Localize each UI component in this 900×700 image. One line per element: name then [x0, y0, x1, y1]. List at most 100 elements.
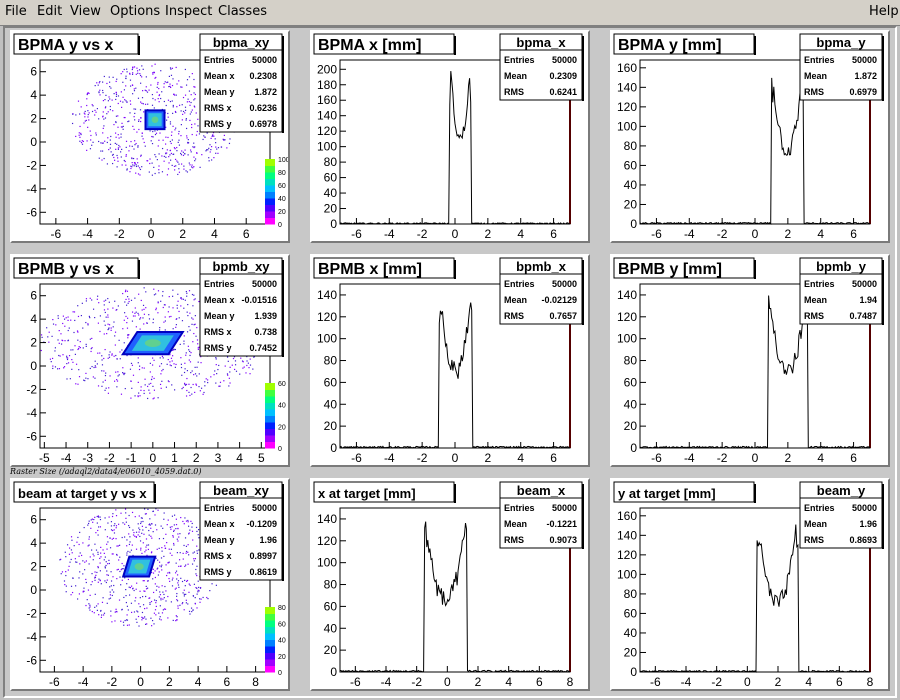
scatter-point	[142, 317, 144, 319]
scatter-point	[217, 152, 219, 154]
scatter-point	[133, 108, 135, 110]
menu-view[interactable]: View	[70, 4, 101, 19]
scatter-point	[247, 362, 249, 364]
palette-segment	[265, 211, 275, 218]
scatter-point	[196, 375, 198, 377]
scatter-point	[157, 567, 159, 569]
stats-value: 0.8619	[249, 567, 277, 577]
scatter-point	[84, 110, 86, 113]
menu-help[interactable]: Help	[869, 4, 899, 19]
scatter-point	[94, 577, 96, 579]
scatter-point	[194, 123, 196, 125]
scatter-point	[184, 565, 186, 568]
scatter-point	[189, 529, 191, 531]
scatter-point	[40, 349, 42, 352]
pad-beam-x[interactable]: -6 -4 -2 0 2 4 6 8 140 120 100 80 60 40 20 0 x at target…	[310, 478, 590, 691]
scatter-point	[194, 391, 196, 393]
scatter-point	[189, 329, 191, 331]
y-tick-label: -6	[26, 653, 37, 667]
scatter-point	[127, 296, 129, 298]
pad-beam-xy[interactable]: -6 -4 -2 0 2 4 6 8 6 4 2 0 -2 -4 -6 80 60 40 20 0 beam at ta…	[10, 478, 290, 691]
scatter-point	[97, 385, 100, 387]
x-tick-label: 4	[817, 227, 824, 241]
scatter-point	[181, 603, 183, 605]
scatter-point	[106, 141, 108, 144]
scatter-point	[162, 591, 164, 593]
scatter-point	[149, 130, 151, 132]
scatter-point	[85, 345, 87, 347]
scatter-point	[143, 308, 145, 310]
scatter-point	[176, 592, 178, 595]
scatter-point	[137, 395, 139, 398]
scatter-point	[94, 593, 96, 595]
x-tick-label: 6	[536, 675, 543, 689]
scatter-point	[141, 611, 144, 614]
scatter-point	[148, 171, 150, 173]
scatter-point	[143, 141, 145, 144]
scatter-point	[154, 77, 156, 79]
menu-file[interactable]: File	[5, 4, 27, 19]
scatter-point	[74, 319, 76, 322]
scatter-point	[189, 312, 191, 314]
scatter-point	[191, 133, 193, 136]
pad-bpmb-x[interactable]: -6 -4 -2 0 2 4 6 140 120 100 80 60 40 20 0 BPMB x [mm] b…	[310, 254, 590, 467]
scatter-point	[194, 86, 196, 88]
scatter-point	[61, 571, 64, 573]
pad-title-text: x at target [mm]	[318, 486, 416, 501]
scatter-point	[95, 134, 97, 136]
scatter-point	[184, 585, 186, 587]
scatter-point	[171, 526, 173, 528]
scatter-point	[183, 371, 186, 374]
scatter-point	[152, 578, 154, 580]
scatter-point	[115, 509, 117, 511]
scatter-point	[215, 152, 217, 154]
scatter-point	[144, 607, 146, 610]
stats-label: Mean	[804, 295, 827, 305]
scatter-point	[77, 348, 79, 351]
y-tick-label: 20	[624, 197, 638, 211]
scatter-point	[168, 296, 170, 298]
scatter-point	[145, 538, 148, 540]
scatter-point	[137, 173, 140, 175]
menu-edit[interactable]: Edit	[37, 4, 63, 19]
stats-label: Entries	[804, 55, 835, 65]
pad-bpmb-y[interactable]: -6 -4 -2 0 2 4 6 140 120 100 80 60 40 20 0 BPMB y [mm] b…	[610, 254, 890, 467]
scatter-point	[200, 356, 202, 358]
menu-options[interactable]: Options	[110, 4, 161, 19]
pad-beam-y[interactable]: -6 -4 -2 0 2 4 6 8 160 140 120 100 80 60 40 20 0 y at tar…	[610, 478, 890, 691]
pad-bpma-x[interactable]: -6 -4 -2 0 2 4 6 200 180 160 140 120 100 80 60 40 20 0 BPM…	[310, 30, 590, 243]
scatter-point	[93, 555, 95, 557]
scatter-point	[137, 146, 139, 148]
scatter-point	[141, 309, 143, 311]
menu-classes[interactable]: Classes	[218, 4, 267, 19]
scatter-point	[103, 370, 105, 372]
scatter-point	[113, 93, 115, 95]
scatter-point	[101, 364, 104, 366]
scatter-point	[113, 584, 115, 587]
scatter-point	[155, 600, 157, 602]
scatter-point	[143, 617, 145, 619]
scatter-point	[68, 327, 70, 329]
scatter-point	[188, 554, 190, 556]
scatter-point	[143, 533, 145, 535]
palette-tick-label: 80	[278, 605, 286, 612]
scatter-point	[75, 363, 78, 365]
scatter-point	[165, 564, 167, 566]
pad-bpma-xy[interactable]: -6 -4 -2 0 2 4 6 6 4 2 0 -2 -4 -6 100 80 60 40 20 0 BPMA y v…	[10, 30, 290, 243]
scatter-point	[134, 119, 136, 121]
pad-bpma-y[interactable]: -6 -4 -2 0 2 4 6 160 140 120 100 80 60 40 20 0 BPMA y [m…	[610, 30, 890, 243]
scatter-point	[173, 542, 175, 545]
scatter-point	[207, 598, 209, 600]
scatter-point	[125, 289, 127, 291]
menu-inspect[interactable]: Inspect	[165, 4, 213, 19]
scatter-point	[102, 132, 104, 134]
pad-bpmb-xy[interactable]: -5 -4 -3 -2 -1 0 1 2 3 4 5 6 4 2 0 -2 -4 -6 60 40 20 0 BPMB y …	[10, 254, 290, 467]
scatter-point	[155, 76, 157, 79]
scatter-point	[151, 93, 154, 96]
scatter-point	[193, 86, 195, 88]
scatter-point	[125, 304, 128, 306]
scatter-point	[99, 330, 101, 333]
scatter-point	[104, 107, 106, 109]
scatter-point	[108, 148, 110, 151]
